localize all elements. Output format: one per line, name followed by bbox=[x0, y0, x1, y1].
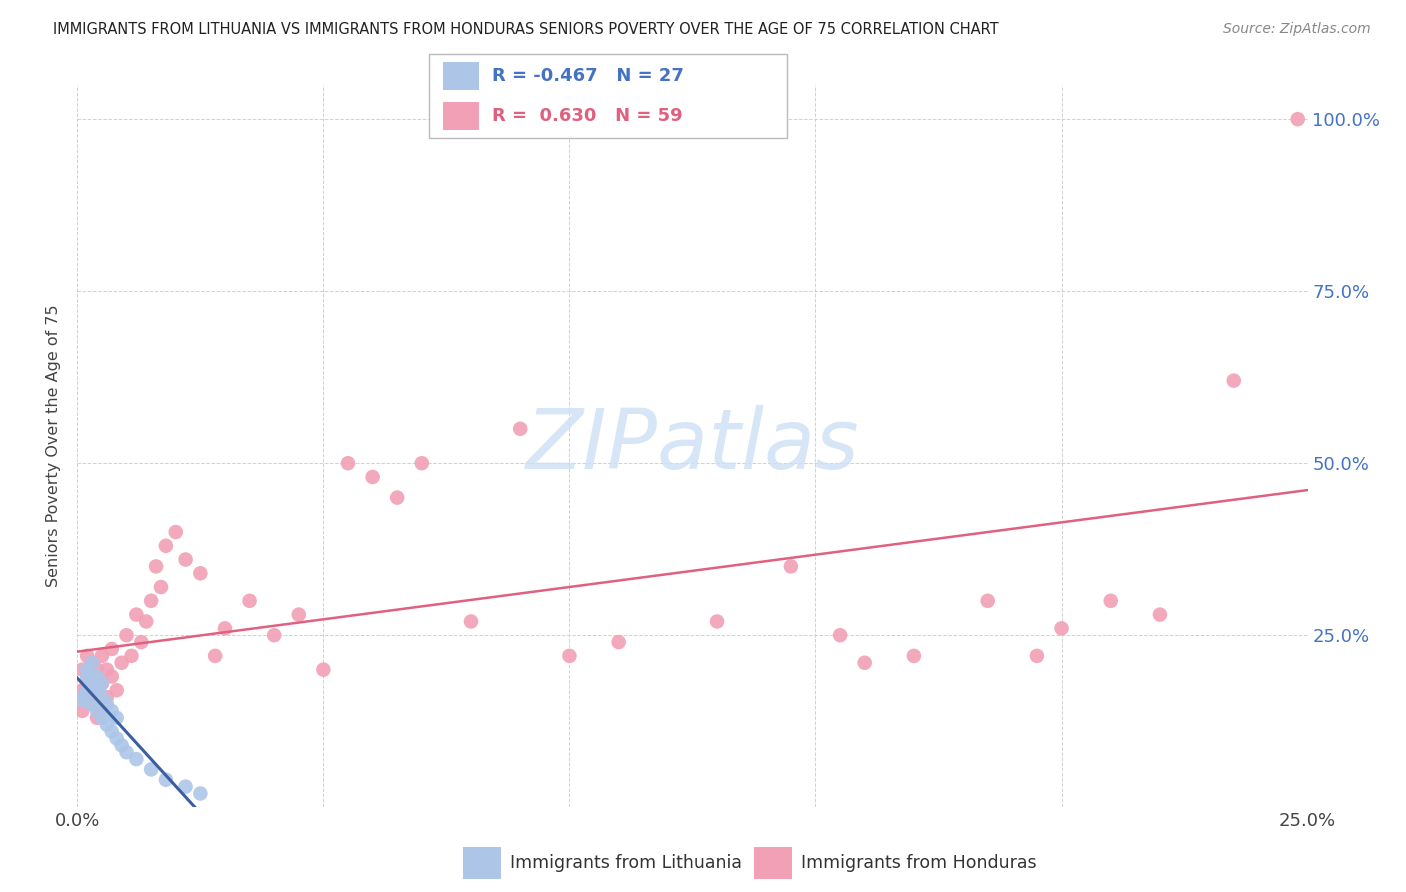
Bar bbox=[754, 847, 792, 879]
Point bbox=[96, 663, 118, 677]
Point bbox=[239, 594, 262, 608]
Point bbox=[90, 676, 114, 690]
Point bbox=[607, 635, 630, 649]
Y-axis label: Seniors Poverty Over the Age of 75: Seniors Poverty Over the Age of 75 bbox=[46, 305, 62, 587]
Point bbox=[76, 669, 98, 683]
Point bbox=[141, 763, 163, 777]
Point bbox=[853, 656, 876, 670]
Point bbox=[1286, 112, 1309, 127]
Point bbox=[131, 635, 153, 649]
Point bbox=[165, 524, 187, 539]
Point bbox=[903, 648, 925, 663]
Point bbox=[86, 704, 108, 718]
Point bbox=[86, 669, 108, 683]
Point bbox=[101, 669, 124, 683]
Point bbox=[830, 628, 852, 642]
Point bbox=[82, 656, 104, 670]
Point bbox=[101, 642, 124, 657]
Point bbox=[263, 628, 285, 642]
Point bbox=[411, 456, 433, 470]
Point bbox=[101, 724, 124, 739]
Point bbox=[288, 607, 311, 622]
Point bbox=[82, 656, 104, 670]
Point bbox=[135, 615, 157, 629]
Point bbox=[86, 683, 108, 698]
Point bbox=[70, 693, 93, 707]
Point bbox=[141, 594, 163, 608]
Point bbox=[105, 683, 128, 698]
Point bbox=[145, 559, 167, 574]
Point bbox=[1223, 374, 1246, 388]
Point bbox=[174, 780, 197, 794]
Point bbox=[82, 697, 104, 711]
Point bbox=[76, 690, 98, 705]
Point bbox=[204, 648, 226, 663]
Point bbox=[70, 690, 93, 705]
Point bbox=[70, 704, 93, 718]
Point bbox=[111, 739, 132, 753]
Point bbox=[105, 711, 128, 725]
Point bbox=[90, 690, 114, 705]
Point bbox=[96, 690, 118, 705]
Point bbox=[86, 683, 108, 698]
Point bbox=[1026, 648, 1049, 663]
Point bbox=[76, 648, 98, 663]
Point bbox=[105, 731, 128, 746]
Bar bbox=[443, 102, 479, 130]
Point bbox=[509, 422, 531, 436]
Point bbox=[312, 663, 335, 677]
Point bbox=[115, 745, 138, 759]
Text: Immigrants from Lithuania: Immigrants from Lithuania bbox=[510, 854, 742, 872]
Bar bbox=[463, 847, 501, 879]
Point bbox=[977, 594, 1000, 608]
Point bbox=[361, 470, 384, 484]
Point bbox=[150, 580, 173, 594]
Point bbox=[76, 683, 98, 698]
Text: ZIPatlas: ZIPatlas bbox=[526, 406, 859, 486]
Text: Immigrants from Honduras: Immigrants from Honduras bbox=[801, 854, 1038, 872]
Point bbox=[70, 663, 93, 677]
Point bbox=[125, 607, 148, 622]
Point bbox=[86, 663, 108, 677]
Point bbox=[90, 648, 114, 663]
Point bbox=[101, 704, 124, 718]
Point bbox=[82, 676, 104, 690]
Point bbox=[76, 669, 98, 683]
Point bbox=[125, 752, 148, 766]
Point bbox=[1050, 621, 1073, 635]
Point bbox=[70, 683, 93, 698]
Point bbox=[90, 704, 114, 718]
Point bbox=[174, 552, 197, 566]
Text: R = -0.467   N = 27: R = -0.467 N = 27 bbox=[492, 67, 683, 85]
Point bbox=[460, 615, 482, 629]
Point bbox=[1149, 607, 1171, 622]
Point bbox=[82, 676, 104, 690]
Point bbox=[86, 711, 108, 725]
Point bbox=[706, 615, 728, 629]
Point bbox=[96, 717, 118, 731]
Bar bbox=[443, 62, 479, 90]
Text: IMMIGRANTS FROM LITHUANIA VS IMMIGRANTS FROM HONDURAS SENIORS POVERTY OVER THE A: IMMIGRANTS FROM LITHUANIA VS IMMIGRANTS … bbox=[53, 22, 1000, 37]
Point bbox=[780, 559, 803, 574]
Text: R =  0.630   N = 59: R = 0.630 N = 59 bbox=[492, 107, 682, 125]
Point bbox=[76, 663, 98, 677]
Point bbox=[558, 648, 581, 663]
Point bbox=[121, 648, 143, 663]
Point bbox=[190, 566, 212, 581]
Point bbox=[214, 621, 236, 635]
FancyBboxPatch shape bbox=[429, 54, 787, 138]
Point bbox=[111, 656, 132, 670]
Point bbox=[90, 711, 114, 725]
Point bbox=[115, 628, 138, 642]
Point bbox=[155, 772, 177, 787]
Point bbox=[1099, 594, 1122, 608]
Text: Source: ZipAtlas.com: Source: ZipAtlas.com bbox=[1223, 22, 1371, 37]
Point bbox=[387, 491, 409, 505]
Point bbox=[82, 697, 104, 711]
Point bbox=[96, 697, 118, 711]
Point bbox=[90, 676, 114, 690]
Point bbox=[337, 456, 360, 470]
Point bbox=[155, 539, 177, 553]
Point bbox=[190, 787, 212, 801]
